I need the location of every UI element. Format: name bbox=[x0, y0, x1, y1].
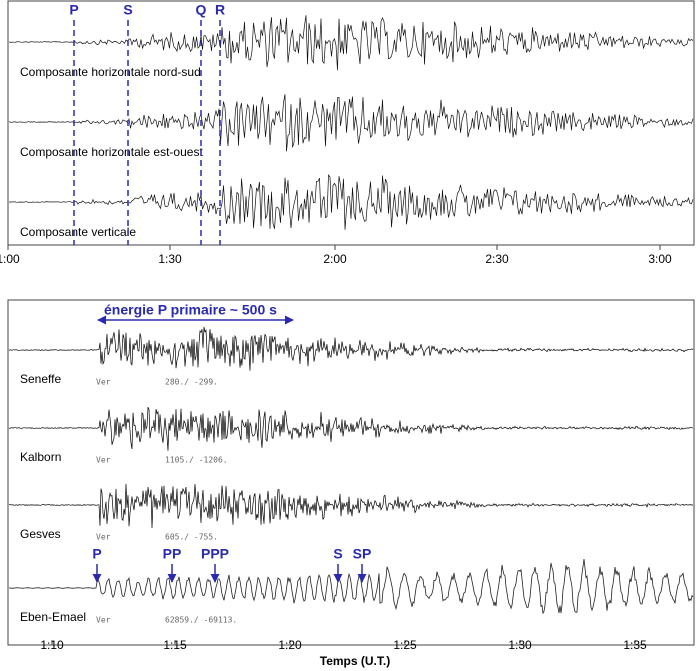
component-label: Ver bbox=[96, 533, 111, 542]
phase-label: P bbox=[92, 546, 101, 562]
station-name: Gesves bbox=[20, 527, 61, 541]
amplitude-label: 605./ -755. bbox=[165, 533, 218, 542]
x-tick-label: 1:35 bbox=[623, 638, 647, 652]
trace-label: Composante horizontale nord-sud bbox=[20, 65, 201, 79]
trace-label: Composante verticale bbox=[20, 225, 136, 239]
station-name: Seneffe bbox=[20, 372, 61, 386]
phase-label: S bbox=[123, 2, 132, 18]
phase-label: Q bbox=[196, 2, 207, 18]
amplitude-label: 62859./ -69113. bbox=[165, 616, 237, 625]
x-tick-label: 1:00 bbox=[0, 252, 20, 266]
bottom-frame bbox=[7, 299, 695, 646]
x-tick-label: 1:25 bbox=[393, 638, 417, 652]
x-tick-label: 3:00 bbox=[648, 252, 672, 266]
x-tick-label: 1:15 bbox=[163, 638, 187, 652]
x-tick-label: 2:30 bbox=[485, 252, 509, 266]
x-tick-label: 1:20 bbox=[278, 638, 302, 652]
component-label: Ver bbox=[96, 378, 111, 387]
x-axis-title: Temps (U.T.) bbox=[320, 654, 390, 668]
waveform bbox=[8, 174, 694, 230]
waveform bbox=[8, 15, 694, 71]
waveform bbox=[8, 407, 694, 451]
top-frame bbox=[7, 0, 695, 246]
x-tick-label: 1:30 bbox=[158, 252, 182, 266]
station-name: Kalborn bbox=[20, 450, 61, 464]
amplitude-label: 280./ -299. bbox=[165, 378, 218, 387]
x-tick-label: 1:30 bbox=[508, 638, 532, 652]
phase-label: P bbox=[69, 2, 78, 18]
x-tick-label: 1:10 bbox=[40, 638, 64, 652]
x-tick-label: 2:00 bbox=[323, 252, 347, 266]
phase-label: SP bbox=[353, 546, 372, 562]
waveform bbox=[8, 483, 694, 529]
waveform bbox=[8, 558, 694, 615]
phase-label: PPP bbox=[201, 546, 229, 562]
component-label: Ver bbox=[96, 616, 111, 625]
waveform bbox=[8, 94, 694, 152]
waveform bbox=[8, 326, 694, 371]
component-label: Ver bbox=[96, 456, 111, 465]
phase-label: S bbox=[333, 546, 342, 562]
amplitude-label: 1105./ -1206. bbox=[165, 456, 228, 465]
phase-label: PP bbox=[163, 546, 182, 562]
station-name: Eben-Emael bbox=[20, 610, 86, 624]
phase-label: R bbox=[215, 2, 225, 18]
trace-label: Composante horizontale est-ouest bbox=[20, 145, 203, 159]
annotation: énergie P primaire ~ 500 s bbox=[104, 302, 277, 318]
